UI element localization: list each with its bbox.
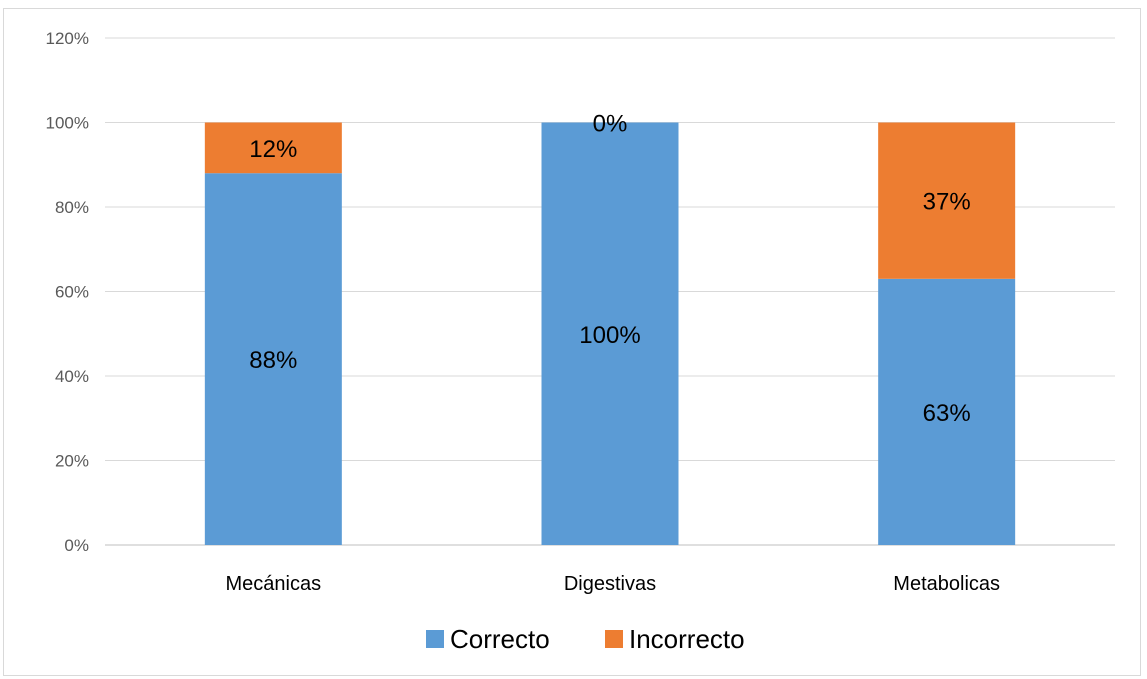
data-label: 12% [249,136,297,163]
y-tick-label: 0% [64,536,89,555]
x-tick-label: Metabolicas [893,573,1000,595]
x-tick-label: Mecánicas [226,573,322,595]
data-label: 37% [923,189,971,216]
y-tick-label: 100% [46,114,89,133]
legend-label: Correcto [450,624,550,654]
bar-correcto-1 [541,122,679,545]
y-tick-label: 60% [55,283,89,302]
x-tick-label: Digestivas [564,573,656,595]
y-tick-label: 120% [46,29,89,48]
y-axis: 0% 20% 40% 60% 80% 100% 120% [46,29,89,555]
bars: 88% 12% 100% 0% 63% 37% [204,111,1016,545]
legend-swatch-incorrecto [605,630,623,648]
bar-correcto-2 [878,278,1016,545]
bar-incorrecto-2 [878,122,1016,279]
legend: Correcto Incorrecto [426,624,745,654]
bar-incorrecto-0 [204,122,342,174]
legend-swatch-correcto [426,630,444,648]
x-axis: Mecánicas Digestivas Metabolicas [226,573,1000,595]
y-tick-label: 80% [55,198,89,217]
bar-correcto-0 [204,173,342,545]
y-tick-label: 40% [55,367,89,386]
data-label: 100% [579,322,640,349]
y-tick-label: 20% [55,452,89,471]
data-label: 63% [923,400,971,427]
data-label: 88% [249,347,297,374]
data-label: 0% [593,111,628,138]
legend-label: Incorrecto [629,624,745,654]
